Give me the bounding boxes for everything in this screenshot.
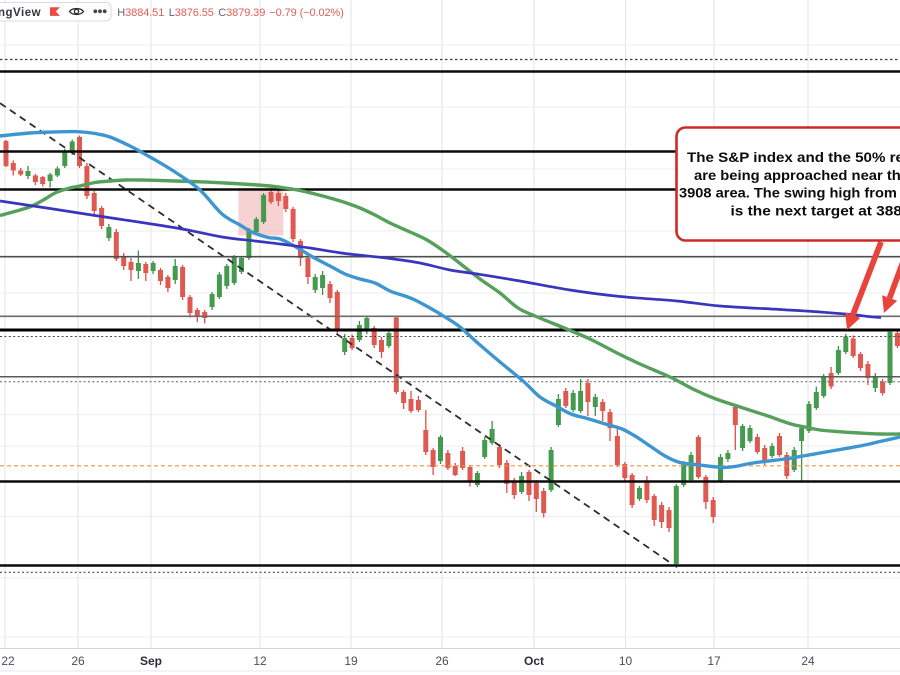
svg-text:ngView: ngView (0, 7, 41, 19)
svg-text:Oct: Oct (524, 654, 544, 668)
svg-text:−0.79 (−0.02%): −0.79 (−0.02%) (269, 7, 343, 19)
svg-text:12: 12 (253, 654, 267, 668)
svg-text:are being approached near the: are being approached near the (694, 167, 900, 183)
svg-text:The S&P index and the 50% ret: The S&P index and the 50% ret (687, 149, 900, 165)
svg-text:26: 26 (71, 654, 85, 668)
svg-text:26: 26 (435, 654, 449, 668)
svg-text:Sep: Sep (140, 654, 162, 668)
svg-text:is the next target at 3886: is the next target at 3886 (731, 202, 900, 218)
svg-text:19: 19 (344, 654, 358, 668)
svg-text:22: 22 (1, 654, 15, 668)
svg-text:17: 17 (707, 654, 721, 668)
svg-text:10: 10 (619, 654, 633, 668)
svg-text:H3884.51: H3884.51 (117, 7, 164, 19)
svg-text:L3876.55: L3876.55 (169, 7, 214, 19)
svg-text:C3879.39: C3879.39 (218, 7, 265, 19)
svg-text:3908 area. The swing high from: 3908 area. The swing high from A (679, 185, 900, 201)
svg-text:24: 24 (801, 654, 815, 668)
